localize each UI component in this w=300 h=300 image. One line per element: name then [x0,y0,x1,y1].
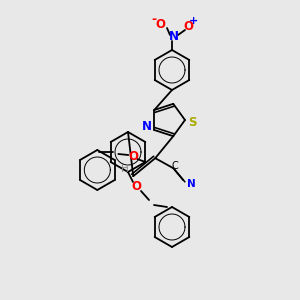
Text: N: N [187,179,196,189]
Text: O: O [131,181,141,194]
Text: +: + [189,16,199,26]
Text: S: S [188,116,196,128]
Text: C: C [172,161,178,171]
Text: H: H [122,164,129,174]
Text: O: O [128,151,138,164]
Text: N: N [169,31,179,44]
Text: O: O [155,19,165,32]
Text: O: O [183,20,193,34]
Text: N: N [142,121,152,134]
Text: -: - [152,14,157,26]
